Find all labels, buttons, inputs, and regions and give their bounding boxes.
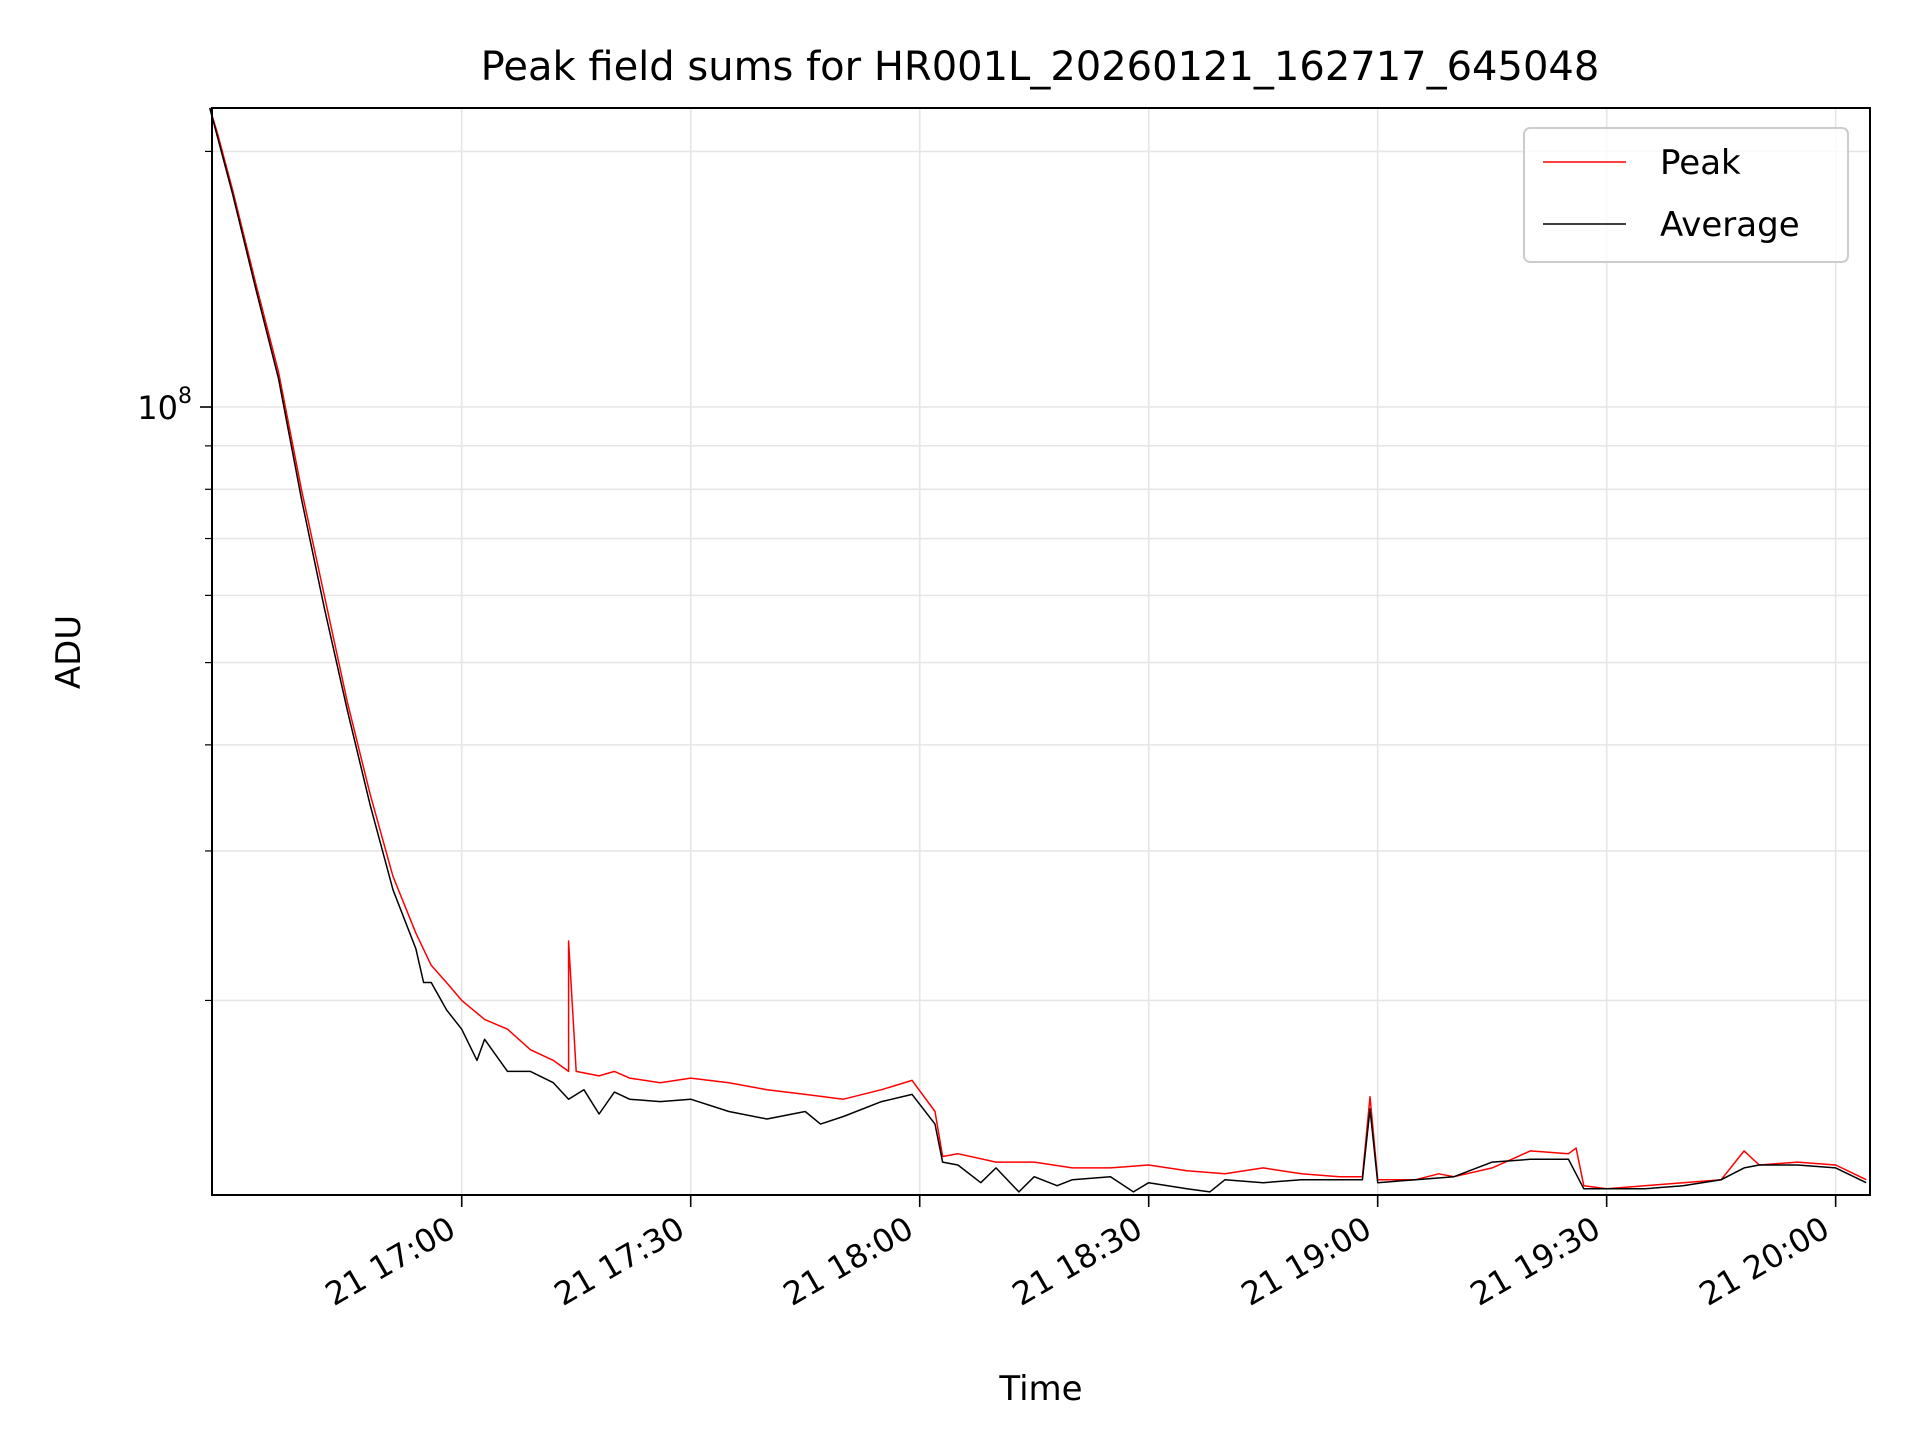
legend: Peak Average [1523, 127, 1849, 263]
y-tick-base: 10 [137, 389, 178, 427]
legend-label-average: Average [1660, 205, 1800, 245]
grid [212, 108, 1870, 1195]
series-line-peak [209, 107, 1867, 1190]
y-axis-label: ADU [49, 615, 89, 689]
y-tick-exponent: 8 [178, 384, 192, 409]
chart-title: Peak field sums for HR001L_20260121_1627… [481, 44, 1600, 90]
series-layer [209, 107, 1867, 1193]
legend-label-peak: Peak [1660, 143, 1741, 183]
plot-frame [211, 107, 1871, 1196]
y-tick-label: 108 [137, 384, 192, 427]
x-axis-label: Time [998, 1369, 1082, 1409]
series-line-average [209, 107, 1867, 1193]
